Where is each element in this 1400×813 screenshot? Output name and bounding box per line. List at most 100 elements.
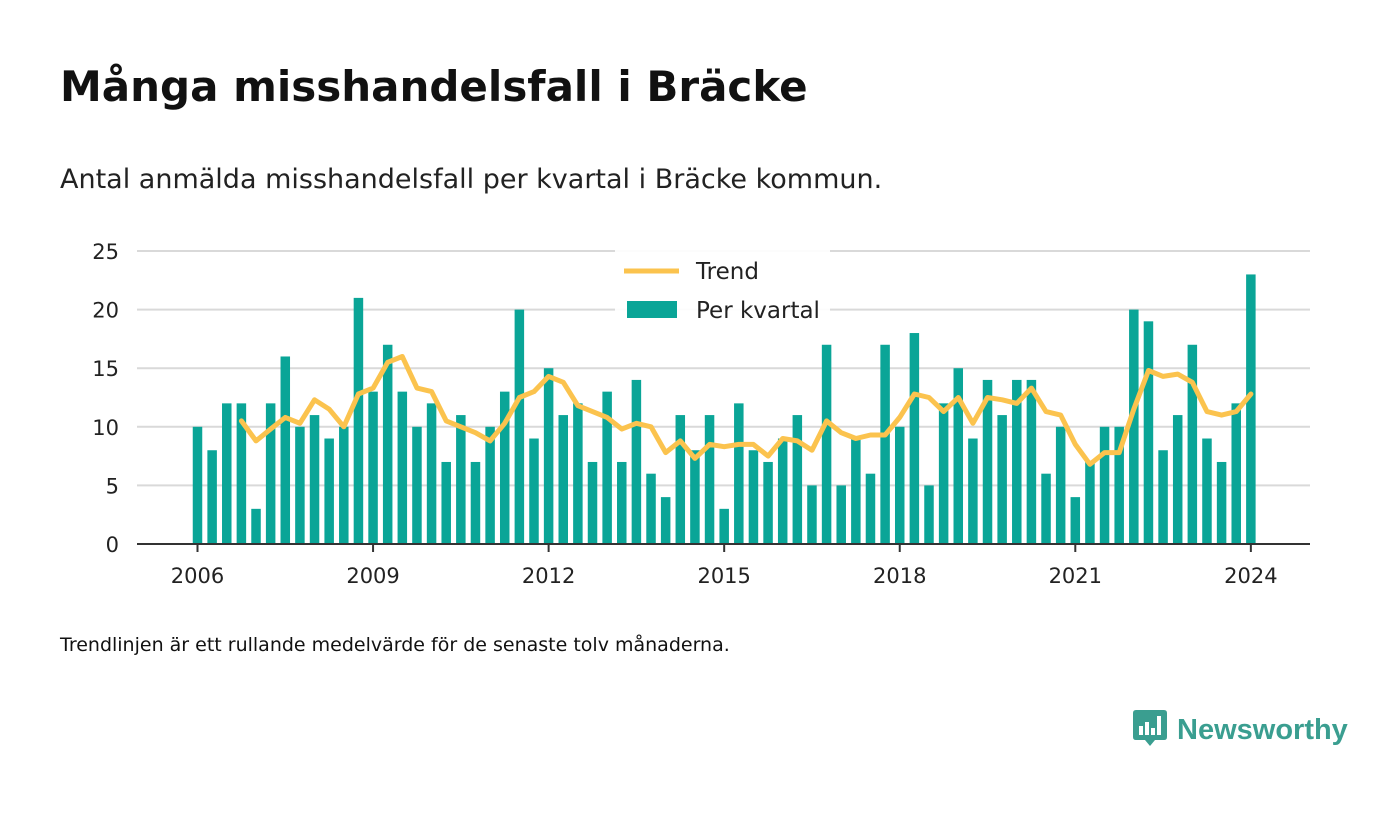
bar <box>280 356 291 544</box>
bar <box>602 391 612 544</box>
bar <box>763 461 773 544</box>
bar <box>704 415 715 544</box>
bar <box>558 415 568 544</box>
x-tick-label: 2012 <box>522 564 575 588</box>
bar <box>499 391 510 544</box>
bar <box>836 485 846 544</box>
bar <box>514 309 525 544</box>
bar <box>719 508 729 544</box>
bar <box>1070 497 1081 544</box>
bar <box>1158 450 1168 544</box>
bar <box>777 438 788 544</box>
y-tick-label: 25 <box>92 240 119 264</box>
bar <box>1085 461 1095 544</box>
bar <box>1202 438 1212 544</box>
bar <box>339 426 349 544</box>
legend-bar-label: Per kvartal <box>696 298 820 324</box>
bar <box>382 344 393 544</box>
chart-subtitle: Antal anmälda misshandelsfall per kvarta… <box>60 164 883 195</box>
bar <box>938 403 949 544</box>
bar <box>675 415 686 544</box>
bar <box>324 438 334 544</box>
bar <box>1216 461 1227 544</box>
bar <box>646 473 656 544</box>
bar <box>807 485 817 544</box>
bar <box>792 415 803 544</box>
y-tick-label: 10 <box>92 416 119 440</box>
bar <box>909 333 920 544</box>
bar <box>470 461 481 544</box>
bar <box>236 403 247 544</box>
bar <box>997 415 1007 544</box>
x-tick-label: 2024 <box>1224 564 1277 588</box>
bar <box>251 508 261 544</box>
bar <box>207 450 217 544</box>
bar <box>1114 426 1124 544</box>
brand-logo: Newsworthy <box>1133 710 1348 750</box>
bar-series <box>192 274 1256 544</box>
bar <box>953 368 964 544</box>
bar <box>821 344 832 544</box>
bar <box>1055 426 1066 544</box>
bar <box>880 344 890 544</box>
y-tick-label: 5 <box>106 474 119 498</box>
bar <box>617 461 627 544</box>
x-tick-label: 2009 <box>346 564 399 588</box>
bar <box>660 497 671 544</box>
bar <box>485 426 495 544</box>
bar <box>295 426 305 544</box>
y-tick-label: 0 <box>106 533 119 557</box>
bar <box>426 403 437 544</box>
x-tick-label: 2021 <box>1049 564 1102 588</box>
bar <box>543 368 554 544</box>
y-axis-ticks: 0 5 10 15 20 25 <box>92 240 119 557</box>
brand-name: Newsworthy <box>1177 713 1348 746</box>
bar <box>690 450 700 544</box>
bar <box>222 403 232 544</box>
bar <box>412 426 422 544</box>
bar <box>573 403 583 544</box>
bar <box>397 391 408 544</box>
bar <box>1143 321 1154 544</box>
bar <box>368 391 378 544</box>
bar <box>924 485 934 544</box>
bar <box>587 461 598 544</box>
bar <box>851 438 861 544</box>
legend-bar-swatch <box>627 301 677 318</box>
bar <box>456 415 466 544</box>
chart-title: Många misshandelsfall i Bräcke <box>60 62 808 111</box>
trend-line <box>238 354 1254 467</box>
bar <box>265 403 276 544</box>
x-tick-label: 2018 <box>873 564 926 588</box>
bar <box>894 426 905 544</box>
bar <box>1187 344 1198 544</box>
bar <box>192 426 203 544</box>
x-tick-label: 2006 <box>171 564 224 588</box>
bar <box>529 438 539 544</box>
bar <box>748 450 759 544</box>
x-tick-label: 2015 <box>697 564 750 588</box>
bar <box>1231 403 1241 544</box>
bar <box>353 297 364 544</box>
y-tick-label: 15 <box>92 357 119 381</box>
legend-trend-label: Trend <box>695 259 759 285</box>
bar <box>1026 379 1037 544</box>
bar <box>982 379 993 544</box>
bar <box>865 473 876 544</box>
bar <box>309 415 320 544</box>
legend: Trend Per kvartal <box>615 248 830 330</box>
newsworthy-logo-icon <box>1133 710 1167 746</box>
bar <box>968 438 978 544</box>
bar <box>1012 379 1022 544</box>
y-tick-label: 20 <box>92 299 119 323</box>
footnote: Trendlinjen är ett rullande medelvärde f… <box>60 634 730 656</box>
x-axis-ticks: 2006 2009 2012 2015 2018 2021 2024 <box>171 544 1278 588</box>
bar <box>1246 274 1256 544</box>
bar <box>631 379 642 544</box>
bar <box>1041 473 1051 544</box>
bar <box>1172 415 1183 544</box>
bar <box>734 403 744 544</box>
bar <box>441 461 451 544</box>
bar <box>1099 426 1110 544</box>
